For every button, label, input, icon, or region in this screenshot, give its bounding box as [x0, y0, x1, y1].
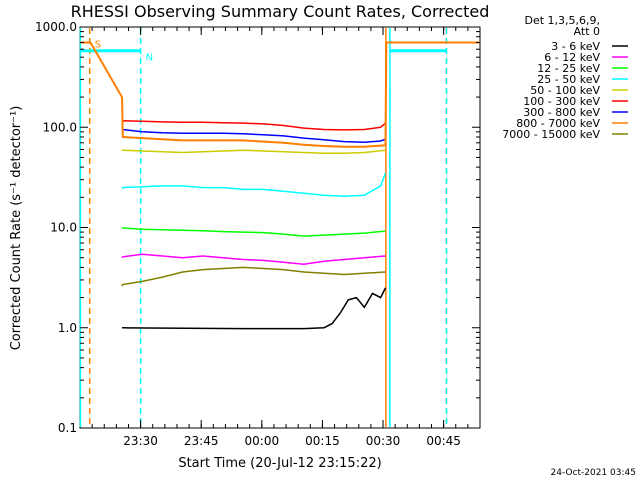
y-tick-label: 100.0 — [43, 120, 77, 134]
x-tick-label: 23:45 — [184, 434, 219, 448]
series-line — [121, 128, 386, 143]
footer-date: 24-Oct-2021 03:45 — [551, 468, 636, 478]
plot-frame — [79, 26, 481, 429]
legend-entry-label: 25 - 50 keV — [537, 73, 600, 86]
y-tick-label: 0.1 — [58, 421, 77, 435]
marker-lines-layer — [79, 28, 448, 427]
marker-labels-layer: SN — [95, 40, 153, 64]
y-tick-label: 10.0 — [50, 221, 77, 235]
series-line — [121, 148, 386, 155]
legend-entry-label: 7000 - 15000 keV — [502, 128, 600, 141]
series-line — [121, 266, 386, 287]
legend-entry-label: 300 - 800 keV — [523, 106, 600, 119]
legend-entry-label: 3 - 6 keV — [551, 40, 600, 53]
legend-entry-label: 12 - 25 keV — [537, 62, 600, 75]
series-line — [121, 120, 386, 131]
legend-header-line: Att 0 — [574, 25, 600, 38]
y-tick-label: 1.0 — [58, 321, 77, 335]
legend-header-line: Det 1,3,5,6,9, — [524, 14, 600, 27]
chart-title: RHESSI Observing Summary Count Rates, Co… — [71, 2, 490, 21]
legend-entry-label: 6 - 12 keV — [544, 51, 600, 64]
x-tick-label: 00:15 — [305, 434, 340, 448]
y-axis-title: Corrected Count Rate (s⁻¹ detector⁻¹) — [9, 106, 24, 351]
x-axis-title: Start Time (20-Jul-12 23:15:22) — [178, 456, 381, 471]
x-tick-label: 00:45 — [426, 434, 461, 448]
axes-layer: 0.1 1.0 10.0 100.0 1000.0 23:30 23:45 00:00 00:1… — [35, 20, 480, 448]
y-tick-label: 1000.0 — [35, 20, 77, 34]
series-line — [122, 287, 387, 330]
series-line — [121, 253, 386, 265]
x-tick-label: 00:30 — [366, 434, 401, 448]
series-line — [121, 227, 386, 237]
legend-entry-label: 50 - 100 keV — [530, 84, 600, 97]
legend-entry-label: 800 - 7000 keV — [516, 117, 600, 130]
series-line — [80, 41, 480, 148]
x-tick-label: 00:00 — [245, 434, 280, 448]
legend-entry-label: 100 - 300 keV — [523, 95, 600, 108]
flag-marker-label: S — [95, 40, 101, 51]
series-layer — [80, 41, 480, 330]
series-line — [121, 172, 387, 197]
x-tick-label: 23:30 — [123, 434, 158, 448]
flag-marker-label: N — [146, 53, 153, 64]
